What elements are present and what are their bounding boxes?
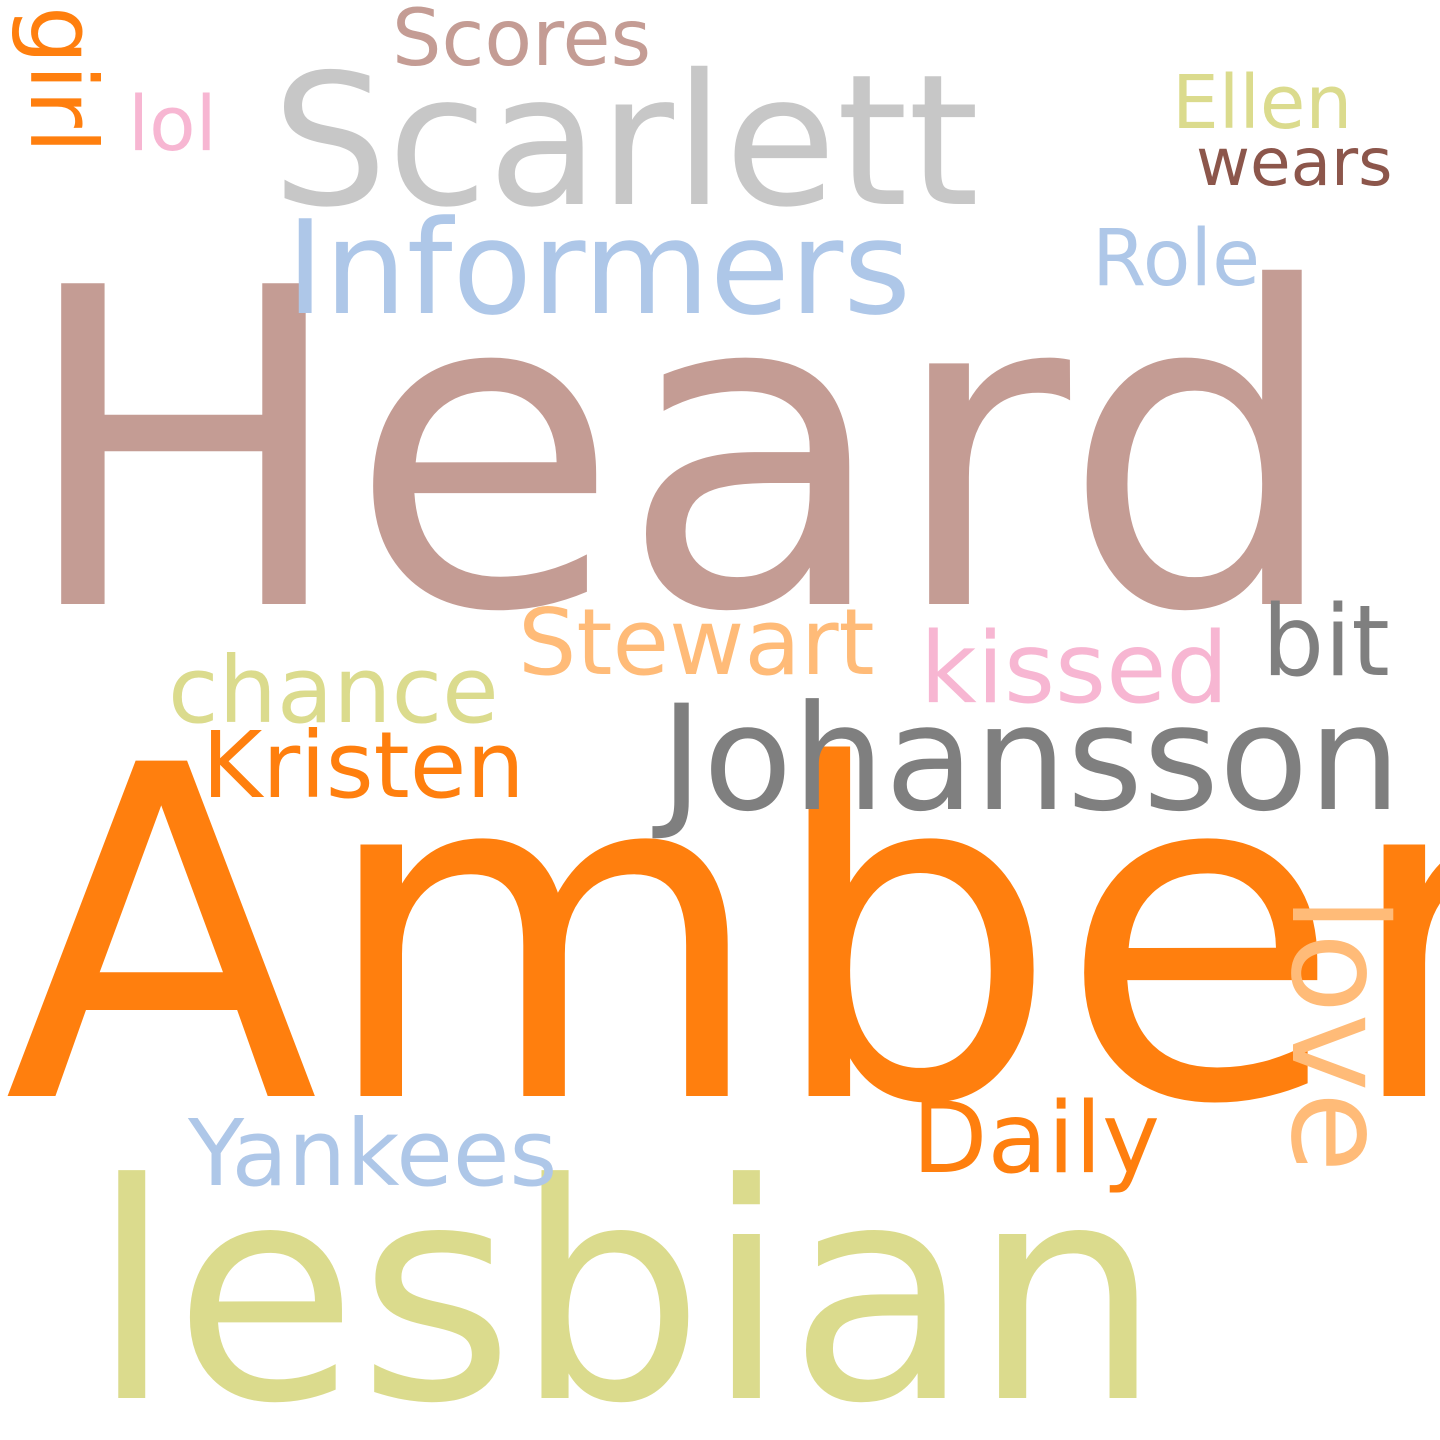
word-heard: Heard <box>18 196 1342 708</box>
word-daily: Daily <box>912 1082 1160 1196</box>
word-love: love <box>1261 896 1415 1173</box>
word-johansson: Johansson <box>660 674 1401 844</box>
word-scores: Scores <box>392 0 652 84</box>
word-girl: girl <box>9 6 116 154</box>
word-scarlett: Scarlett <box>272 35 980 247</box>
word-lol: lol <box>128 79 217 168</box>
word-kristen: Kristen <box>202 712 525 819</box>
word-role: Role <box>1092 214 1261 304</box>
word-amber: Amber <box>4 670 1440 1205</box>
word-informers: Informers <box>286 192 911 344</box>
word-bit: bit <box>1262 585 1390 699</box>
word-stewart: Stewart <box>518 589 875 696</box>
word-lesbian: lesbian <box>90 1120 1162 1440</box>
word-wears: wears <box>1196 124 1393 201</box>
word-chance: chance <box>168 637 499 744</box>
word-kissed: kissed <box>920 612 1229 726</box>
word-yankees: Yankees <box>188 1100 558 1207</box>
word-ellen: Ellen <box>1172 60 1353 146</box>
